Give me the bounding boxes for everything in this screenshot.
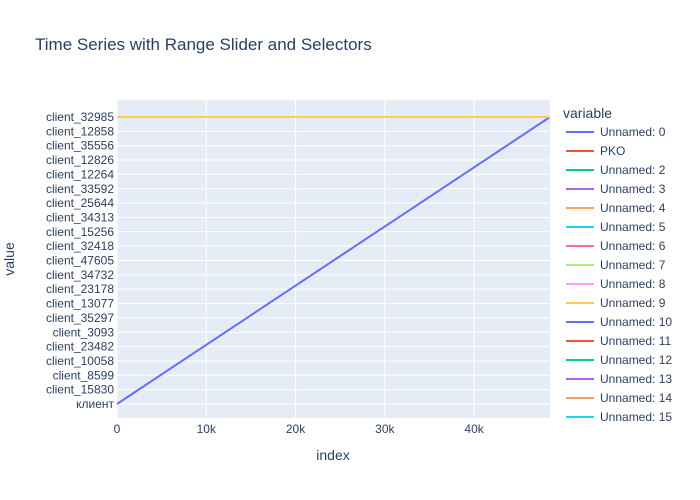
legend[interactable]: Unnamed: 0 PKO Unnamed: 2 Unnamed: 3 Unnamed… — [566, 125, 672, 424]
legend-item[interactable]: Unnamed: 0 — [566, 125, 666, 139]
y-tick-label: client_12858 — [46, 124, 114, 138]
legend-item[interactable]: Unnamed: 7 — [566, 258, 666, 272]
legend-item[interactable]: Unnamed: 8 — [566, 277, 666, 291]
x-tick-label: 30k — [375, 422, 395, 436]
legend-label: Unnamed: 5 — [600, 220, 666, 234]
legend-label: Unnamed: 13 — [600, 372, 672, 386]
y-tick-label: client_35556 — [46, 139, 114, 153]
legend-label: Unnamed: 4 — [600, 201, 666, 215]
y-tick-label: client_13077 — [46, 297, 114, 311]
plot-background[interactable] — [117, 100, 550, 418]
y-tick-label: client_34732 — [46, 268, 114, 282]
y-tick-label: client_32985 — [46, 110, 114, 124]
legend-label: Unnamed: 3 — [600, 182, 666, 196]
legend-title: variable — [563, 105, 612, 121]
legend-item[interactable]: Unnamed: 2 — [566, 163, 666, 177]
y-tick-label: client_12826 — [46, 153, 114, 167]
x-tick-label: 40k — [464, 422, 484, 436]
legend-item[interactable]: Unnamed: 9 — [566, 296, 666, 310]
series-lines — [117, 116, 550, 405]
grid-layer — [116, 100, 550, 418]
legend-label: PKO — [600, 144, 625, 158]
y-tick-label: client_32418 — [46, 239, 114, 253]
y-tick-label: client_23178 — [46, 282, 114, 296]
legend-label: Unnamed: 6 — [600, 239, 666, 253]
legend-item[interactable]: Unnamed: 3 — [566, 182, 666, 196]
y-tick-label: client_33592 — [46, 182, 114, 196]
y-axis-title: value — [1, 242, 17, 276]
legend-item[interactable]: Unnamed: 14 — [566, 391, 672, 405]
y-tick-label: client_8599 — [53, 368, 115, 382]
y-tick-label: client_34313 — [46, 210, 114, 224]
x-tick-label: 0 — [114, 422, 121, 436]
y-tick-label: client_35297 — [46, 311, 114, 325]
legend-label: Unnamed: 2 — [600, 163, 666, 177]
legend-item[interactable]: Unnamed: 6 — [566, 239, 666, 253]
legend-label: Unnamed: 10 — [600, 315, 672, 329]
legend-item[interactable]: Unnamed: 11 — [566, 334, 671, 348]
x-axis-title: index — [316, 447, 349, 463]
y-tick-label: client_47605 — [46, 254, 114, 268]
y-tick-label: client_12264 — [46, 167, 114, 181]
legend-item[interactable]: Unnamed: 10 — [566, 315, 672, 329]
legend-label: Unnamed: 0 — [600, 125, 666, 139]
y-tick-label: client_15830 — [46, 383, 114, 397]
legend-label: Unnamed: 15 — [600, 410, 672, 424]
legend-label: Unnamed: 8 — [600, 277, 666, 291]
series-line-0 — [117, 116, 550, 405]
y-tick-labels: клиентclient_15830client_8599client_1005… — [46, 110, 115, 411]
legend-item[interactable]: PKO — [566, 144, 625, 158]
legend-item[interactable]: Unnamed: 4 — [566, 201, 666, 215]
legend-label: Unnamed: 12 — [600, 353, 672, 367]
legend-label: Unnamed: 11 — [600, 334, 671, 348]
y-tick-label: client_3093 — [53, 325, 115, 339]
legend-item[interactable]: Unnamed: 15 — [566, 410, 672, 424]
chart-title: Time Series with Range Slider and Select… — [35, 35, 372, 54]
y-tick-label: клиент — [76, 397, 114, 411]
legend-label: Unnamed: 7 — [600, 258, 666, 272]
legend-item[interactable]: Unnamed: 5 — [566, 220, 666, 234]
legend-item[interactable]: Unnamed: 12 — [566, 353, 672, 367]
y-tick-label: client_10058 — [46, 354, 114, 368]
y-tick-label: client_25644 — [46, 196, 114, 210]
y-tick-label: client_23482 — [46, 340, 114, 354]
legend-label: Unnamed: 14 — [600, 391, 672, 405]
x-tick-labels: 0 10k 20k 30k 40k — [114, 422, 485, 436]
x-tick-label: 10k — [197, 422, 217, 436]
legend-label: Unnamed: 9 — [600, 296, 666, 310]
y-tick-label: client_15256 — [46, 225, 114, 239]
x-tick-label: 20k — [286, 422, 306, 436]
legend-item[interactable]: Unnamed: 13 — [566, 372, 672, 386]
